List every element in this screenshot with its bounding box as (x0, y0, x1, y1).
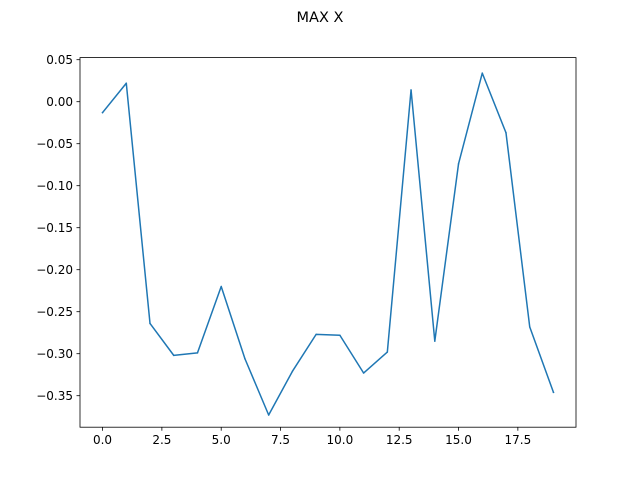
y-tick-label: −0.30 (36, 347, 73, 361)
y-tick-label: 0.00 (46, 95, 73, 109)
series-layer (101, 72, 555, 416)
x-tick-label: 0.0 (93, 433, 112, 447)
y-tick-label: −0.20 (36, 263, 73, 277)
series-line-0 (101, 72, 555, 416)
data-point (149, 322, 151, 325)
x-tick-label: 12.5 (386, 433, 413, 447)
data-point (244, 357, 246, 360)
x-tick-label: 7.5 (271, 433, 290, 447)
x-tick-label: 15.0 (445, 433, 472, 447)
data-point (552, 391, 555, 394)
data-point (528, 326, 531, 328)
x-tick-label: 5.0 (212, 433, 231, 447)
data-point (362, 372, 365, 374)
y-tick-label: 0.05 (46, 53, 73, 67)
data-point (505, 132, 507, 134)
data-point (172, 354, 175, 357)
data-point (267, 414, 270, 416)
x-axis-ticks: 0.0 2.5 5.0 7.5 10.0 12.5 15.0 17.5 (93, 427, 531, 447)
chart-title: MAX X (297, 10, 344, 26)
x-tick-label: 2.5 (152, 433, 171, 447)
y-tick-label: −0.10 (36, 179, 73, 193)
data-point (315, 333, 317, 336)
data-point (125, 82, 128, 84)
y-tick-label: −0.15 (36, 221, 73, 235)
x-tick-label: 10.0 (327, 433, 354, 447)
y-tick-label: −0.25 (36, 305, 73, 319)
y-axis-ticks: 0.05 0.00 −0.05 −0.10 −0.15 −0.20 −0.25 −0.30 −0… (36, 53, 80, 403)
data-point (196, 352, 199, 354)
data-point (291, 370, 294, 373)
data-point (410, 89, 412, 91)
y-tick-label: −0.05 (36, 137, 73, 151)
data-point (220, 285, 222, 288)
plot-area-frame (79, 57, 577, 428)
x-tick-label: 17.5 (504, 433, 531, 447)
data-point (386, 351, 389, 353)
data-point (481, 72, 484, 74)
data-point (457, 163, 460, 165)
data-point (101, 111, 104, 114)
data-point (434, 340, 436, 342)
y-tick-label: −0.35 (36, 389, 73, 403)
data-point (339, 334, 341, 336)
